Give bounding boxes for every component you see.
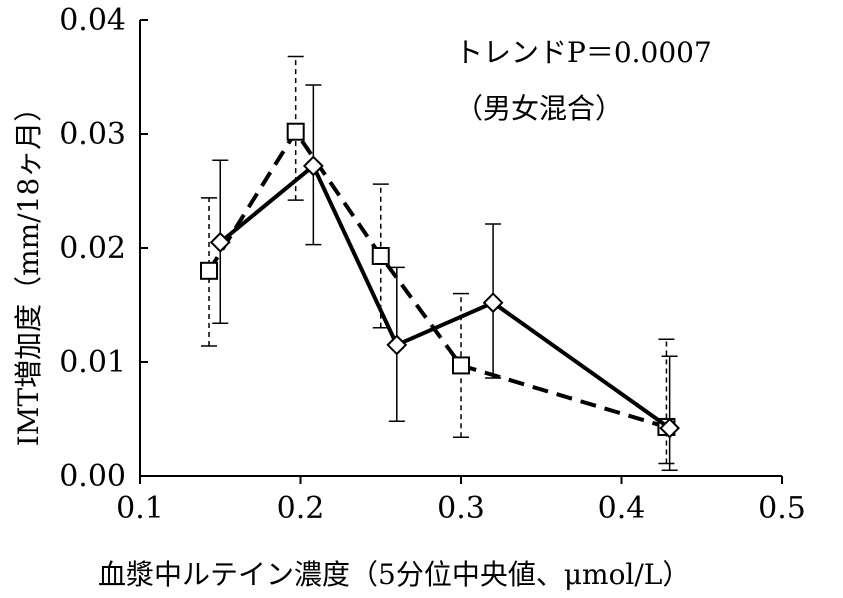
series-layer [200, 55, 681, 472]
y-tick-label: 0.02 [59, 231, 126, 266]
series-line [207, 128, 668, 429]
diamond-marker [302, 155, 324, 177]
y-tick-label: 0.03 [59, 117, 126, 152]
diamond-marker [659, 417, 681, 439]
annotation-trend-p: トレンドP＝0.0007 [455, 36, 712, 69]
x-tick-label: 0.3 [437, 491, 485, 526]
y-tick-label: 0.01 [59, 345, 126, 380]
text-layer: トレンドP＝0.0007 （男女混合） 血漿中ルテイン濃度（5分位中央値、μmo… [12, 36, 712, 591]
x-tick-label: 0.5 [758, 491, 806, 526]
square-marker [286, 122, 305, 141]
square-marker [371, 246, 390, 265]
x-tick-label: 0.1 [116, 491, 164, 526]
axes: 0.00 0.01 0.02 0.03 0.04 0.1 0.2 0.3 0.4 0.5 [59, 3, 806, 526]
diamond-marker [386, 334, 408, 356]
series-diamond [209, 84, 681, 472]
x-axis-title: 血漿中ルテイン濃度（5分位中央値、μmol/L） [98, 558, 690, 591]
square-marker [200, 261, 219, 280]
x-tick-label: 0.2 [277, 491, 325, 526]
y-tick-label: 0.00 [59, 459, 126, 494]
x-tick-label: 0.4 [598, 491, 646, 526]
series-line [218, 162, 671, 430]
y-tick-label: 0.04 [59, 3, 126, 38]
square-marker [452, 356, 470, 375]
diamond-marker [209, 231, 231, 253]
y-axis-title: IMT増加度（mm/18ヶ月） [12, 94, 45, 447]
diamond-marker [482, 292, 504, 314]
annotation-mixed-sex: （男女混合） [455, 92, 623, 125]
